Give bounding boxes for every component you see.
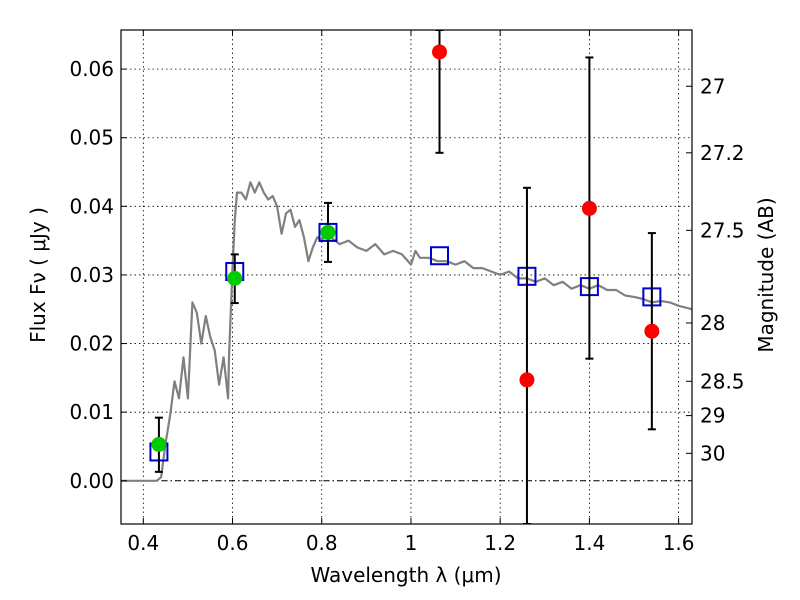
y-axis-label: Flux Fν ( μJy ) — [26, 207, 50, 343]
y-tick-label: 0.01 — [69, 400, 114, 424]
ir-data-point — [519, 372, 535, 388]
y-tick-label: 0.05 — [69, 126, 114, 150]
x-tick-label: 1 — [405, 531, 418, 555]
y-tick-label: 0.04 — [69, 194, 114, 218]
hst-data-point — [320, 224, 336, 240]
y-tick-label: 0.00 — [69, 469, 114, 493]
right-tick-label: 28.5 — [700, 369, 745, 393]
x-tick-label: 0.6 — [217, 531, 249, 555]
right-tick-label: 30 — [700, 441, 725, 465]
y-tick-label: 0.06 — [69, 57, 114, 81]
plot-area — [121, 30, 692, 524]
y-tick-label: 0.02 — [69, 332, 114, 356]
right-tick-label: 27 — [700, 74, 725, 98]
right-tick-label: 27.2 — [700, 141, 745, 165]
axes-frame — [120, 29, 693, 525]
right-tick-label: 29 — [700, 404, 725, 428]
hst-data-point — [151, 436, 167, 452]
series-group — [121, 30, 692, 524]
axis-ticks: 0.4 0.6 0.8 1 1.2 1.4 1.6 0.00 0.01 0.02 0.03 0.04 0… — [69, 30, 745, 555]
x-tick-label: 1.2 — [484, 531, 516, 555]
ir-data-point — [432, 44, 448, 60]
x-tick-label: 0.4 — [127, 531, 159, 555]
y-tick-label: 0.03 — [69, 263, 114, 287]
hst-data-point — [227, 270, 243, 286]
x-tick-label: 0.8 — [306, 531, 338, 555]
ir-data-point — [581, 200, 597, 216]
x-axis-label: Wavelength λ (μm) — [310, 563, 501, 587]
model-photometry-square — [430, 246, 450, 266]
x-tick-label: 1.6 — [663, 531, 695, 555]
ir-data-point — [644, 323, 660, 339]
right-axis-label: Magnitude (AB) — [754, 197, 778, 352]
x-tick-label: 1.4 — [573, 531, 605, 555]
right-tick-label: 28 — [700, 311, 725, 335]
right-tick-label: 27.5 — [700, 218, 745, 242]
